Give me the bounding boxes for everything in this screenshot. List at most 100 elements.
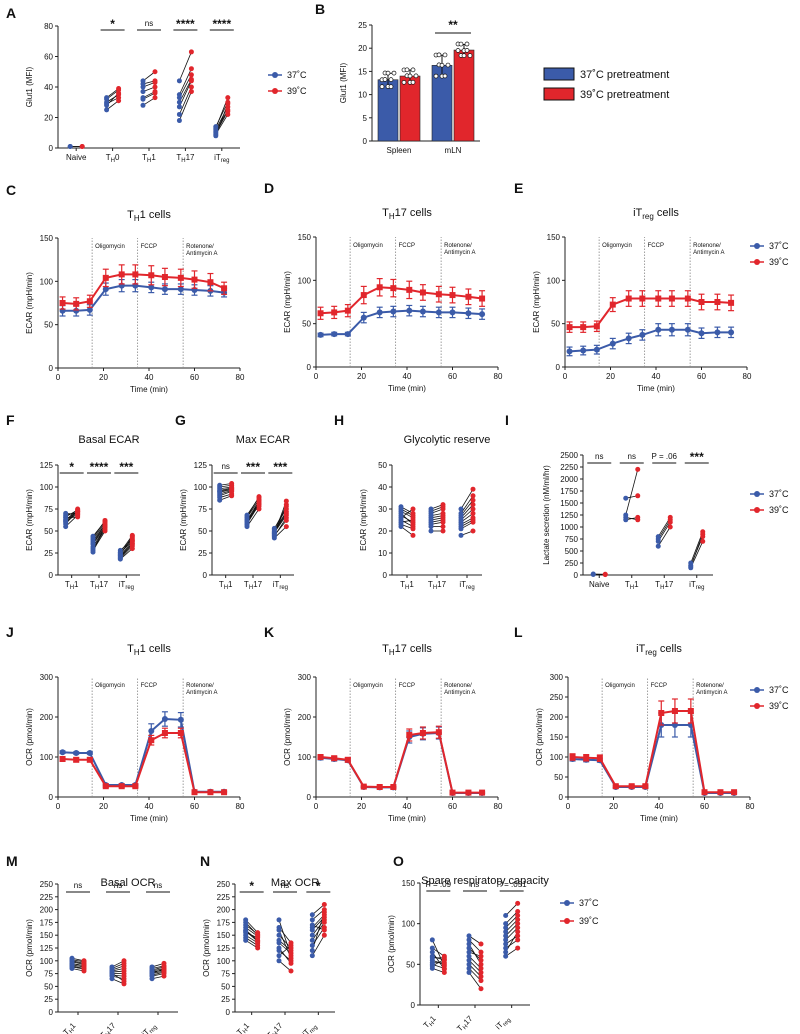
data-point	[161, 274, 168, 280]
pair-line	[468, 939, 482, 953]
pair-line	[505, 927, 518, 941]
title-part: T	[382, 207, 389, 219]
bar	[453, 49, 475, 142]
data-point-39	[410, 521, 416, 527]
category-label: TH1	[400, 580, 414, 591]
data-point-37	[458, 506, 464, 512]
y-tick-label: 20	[378, 527, 387, 536]
data-point	[177, 716, 184, 723]
label-part: T	[455, 1023, 465, 1033]
y-tick-label: 200	[298, 713, 312, 722]
data-point-37	[429, 963, 435, 969]
y-tick-label: 0	[559, 793, 564, 802]
y-tick-label: 250	[40, 880, 54, 889]
data-point-37	[458, 517, 464, 523]
data-point	[731, 789, 738, 796]
data-point-37	[428, 524, 434, 530]
data-point-37	[458, 532, 464, 538]
replicate-point	[458, 41, 464, 47]
category-label: Naive	[66, 153, 87, 162]
panel-title: Max OCR	[271, 877, 319, 889]
data-point-39	[410, 513, 416, 519]
data-point-37	[398, 506, 404, 512]
category-label: iTreg	[273, 580, 288, 591]
data-point	[207, 279, 214, 286]
data-point	[671, 708, 678, 714]
y-tick-label: 100	[402, 920, 416, 929]
series-line-1	[62, 273, 225, 305]
x-tick-label: 0	[314, 372, 319, 381]
panel-D: D 0 50 100 150 ECAR (mpH/min) TH17 cells 0 20 40 6…	[264, 180, 503, 393]
y-tick-label: 75	[198, 505, 207, 514]
legend-label: 39˚C	[769, 701, 789, 711]
y-tick-label: 1000	[560, 523, 578, 532]
data-point-37	[104, 95, 110, 101]
data-point-39	[440, 517, 446, 523]
data-point-37	[276, 953, 282, 959]
data-point-37	[503, 953, 509, 959]
data-point-39	[79, 143, 85, 149]
y-tick-label: 100	[298, 753, 312, 762]
data-point	[317, 754, 324, 760]
y-tick-label: 0	[383, 571, 388, 580]
replicate-point	[379, 84, 385, 89]
data-point-39	[478, 986, 484, 992]
data-point	[658, 710, 665, 716]
marker-label: Antimycin A	[444, 250, 475, 256]
marker-label: Antimycin A	[696, 690, 727, 696]
y-tick-label: 150	[40, 234, 54, 243]
marker-label: Oligomycin	[605, 683, 635, 689]
label-part: iT	[140, 1027, 151, 1034]
x-tick-label: 0	[314, 802, 319, 811]
data-point	[625, 295, 632, 302]
label-part: 1	[428, 1014, 438, 1024]
y-tick-label: 300	[550, 673, 564, 682]
data-point-37	[466, 961, 472, 967]
data-point-39	[129, 533, 135, 539]
y-tick-label: 100	[550, 753, 564, 762]
y-tick-label: 50	[44, 527, 53, 536]
data-point	[344, 307, 351, 314]
data-point	[580, 347, 587, 354]
significance-label: *	[316, 879, 321, 893]
data-point-39	[515, 913, 521, 919]
data-point-37	[309, 948, 315, 954]
replicate-point	[436, 52, 442, 58]
data-point-39	[478, 974, 484, 980]
data-point-37	[590, 572, 596, 578]
y-tick-label: 0	[363, 137, 368, 146]
y-tick-label: 2500	[560, 451, 578, 460]
x-tick-label: 40	[403, 372, 412, 381]
panel-label: N	[200, 853, 210, 869]
y-tick-label: 125	[40, 944, 54, 953]
label-sub: reg	[466, 585, 475, 591]
data-point-37	[309, 953, 315, 959]
x-tick-label: 60	[697, 372, 706, 381]
data-point-39	[470, 497, 476, 503]
data-point-37	[243, 917, 249, 923]
title-sub: H	[134, 214, 140, 223]
y-tick-label: 5	[363, 114, 368, 123]
pair-line	[460, 488, 474, 510]
legend-marker	[564, 900, 570, 906]
title-part: T	[127, 643, 134, 655]
panel-J: J 0 100 200 300 OCR (pmol/min) TH1 cells 0 20 40 6…	[6, 624, 245, 823]
label-sub: H	[630, 585, 634, 591]
marker-label: Rotenone/	[186, 683, 214, 689]
pair-line	[505, 911, 518, 924]
panel-label: L	[514, 624, 523, 640]
data-point-39	[441, 956, 447, 962]
y-tick-label: 50	[221, 982, 230, 991]
label-sub: H	[242, 1028, 249, 1034]
label-part: T	[176, 153, 181, 162]
data-point-37	[688, 563, 694, 569]
y-tick-label: 50	[302, 320, 311, 329]
data-point	[161, 286, 168, 293]
x-tick-label: 40	[145, 373, 154, 382]
legend-B: 37˚C pretreatment 39˚C pretreatment	[543, 67, 669, 101]
x-tick-label: 80	[236, 373, 245, 382]
data-point-37	[466, 957, 472, 963]
label-part: 1	[68, 1021, 78, 1031]
